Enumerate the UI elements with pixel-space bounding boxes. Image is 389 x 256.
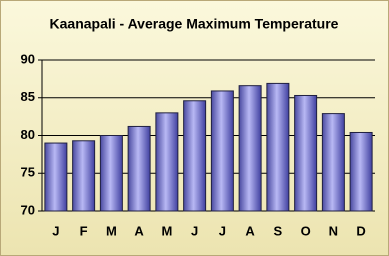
x-tick-label: A bbox=[245, 223, 255, 238]
x-tick-label: D bbox=[356, 223, 365, 238]
bar bbox=[266, 82, 290, 212]
bar bbox=[349, 131, 373, 212]
x-tick-label: M bbox=[161, 223, 172, 238]
x-tick-label: F bbox=[80, 223, 88, 238]
bar bbox=[72, 140, 96, 212]
x-tick-label: J bbox=[52, 223, 59, 238]
bar bbox=[155, 112, 179, 212]
x-tick-label: O bbox=[301, 223, 311, 238]
y-tick-label: 75 bbox=[21, 165, 35, 180]
bar bbox=[44, 142, 68, 212]
bar bbox=[127, 125, 151, 212]
y-tick-label: 80 bbox=[21, 127, 35, 142]
x-tick-label: J bbox=[191, 223, 198, 238]
x-tick-label: J bbox=[219, 223, 226, 238]
y-tick-label: 90 bbox=[21, 51, 35, 66]
bar bbox=[321, 113, 345, 212]
bar bbox=[210, 90, 234, 212]
bar bbox=[238, 85, 262, 212]
bar bbox=[183, 100, 207, 212]
y-tick-label: 70 bbox=[21, 202, 35, 217]
x-tick-label: S bbox=[274, 223, 283, 238]
bar bbox=[294, 94, 318, 212]
x-tick-label: A bbox=[134, 223, 144, 238]
x-tick-label: N bbox=[329, 223, 338, 238]
bar bbox=[99, 135, 123, 212]
y-tick-label: 85 bbox=[21, 89, 35, 104]
chart-title: Kaanapali - Average Maximum Temperature bbox=[50, 16, 339, 32]
x-tick-label: M bbox=[106, 223, 117, 238]
